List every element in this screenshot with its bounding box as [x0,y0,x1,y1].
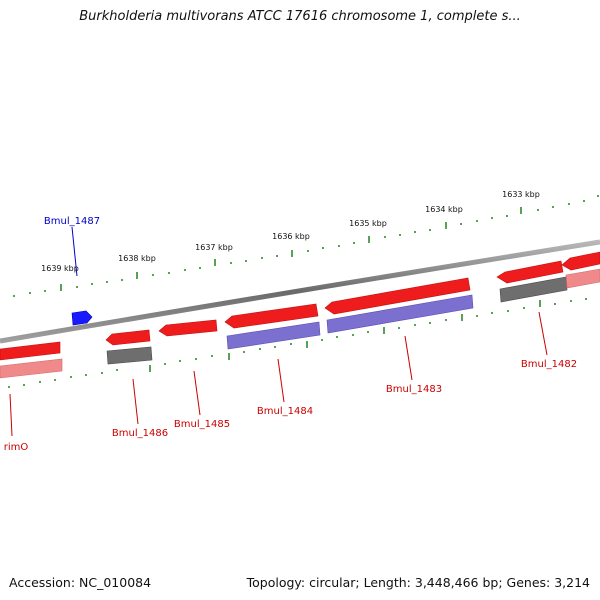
gene-arrow-bmul-1483[interactable] [324,277,471,315]
gene-label-bmul-1483[interactable]: Bmul_1483 [386,384,442,395]
gene-arrow-bmul-1485[interactable] [158,319,218,337]
chromosome-backbone [0,239,600,344]
ruler-label-1635: 1635 kbp [349,219,387,228]
ruler-label-1633: 1633 kbp [502,190,540,199]
feature-gray-bmul-1486[interactable] [106,346,153,365]
gene-label-bmul-1487[interactable]: Bmul_1487 [44,216,100,227]
gene-label-bmul-1484[interactable]: Bmul_1484 [257,406,313,417]
ruler-labels: 1639 kbp 1638 kbp 1637 kbp 1636 kbp 1635… [41,190,540,273]
feature-pink-rimO[interactable] [0,358,63,379]
lower-tick-track [8,298,587,388]
genome-stats-text: Topology: circular; Length: 3,448,466 bp… [246,575,590,590]
gene-arrow-bmul-1482[interactable] [496,260,564,284]
gene-label-bmul-1486[interactable]: Bmul_1486 [112,428,168,439]
gene-arrow-bmul-1486[interactable] [105,329,151,346]
feature-row-2 [0,268,600,379]
gene-label-rimO[interactable]: rimO [4,442,29,453]
accession-text: Accession: NC_010084 [9,575,152,590]
ruler-label-1636: 1636 kbp [272,232,310,241]
gene-arrow-rimO[interactable] [0,341,61,361]
gene-labels: Bmul_1487 Bmul_1486 Bmul_1485 Bmul_1484 … [4,216,577,453]
feature-pink-right-edge[interactable] [565,268,600,289]
ruler-label-1639: 1639 kbp [41,264,79,273]
label-leader-lines [9,226,548,437]
upper-tick-track [13,195,599,297]
ruler-label-1634: 1634 kbp [425,205,463,214]
gene-arrow-bmul-1484[interactable] [224,303,319,329]
feature-purple-bmul-1484[interactable] [226,321,321,350]
feature-purple-bmul-1483[interactable] [326,294,474,334]
gene-arrow-right-edge[interactable] [561,251,600,271]
gene-arrow-bmul-1487[interactable] [71,310,93,326]
feature-gray-bmul-1482[interactable] [499,276,568,303]
gene-label-bmul-1485[interactable]: Bmul_1485 [174,419,230,430]
ruler-label-1638: 1638 kbp [118,254,156,263]
ruler-label-1637: 1637 kbp [195,243,233,252]
gene-label-bmul-1482[interactable]: Bmul_1482 [521,359,577,370]
map-title: Burkholderia multivorans ATCC 17616 chro… [79,9,521,24]
forward-strand-genes [0,251,600,361]
